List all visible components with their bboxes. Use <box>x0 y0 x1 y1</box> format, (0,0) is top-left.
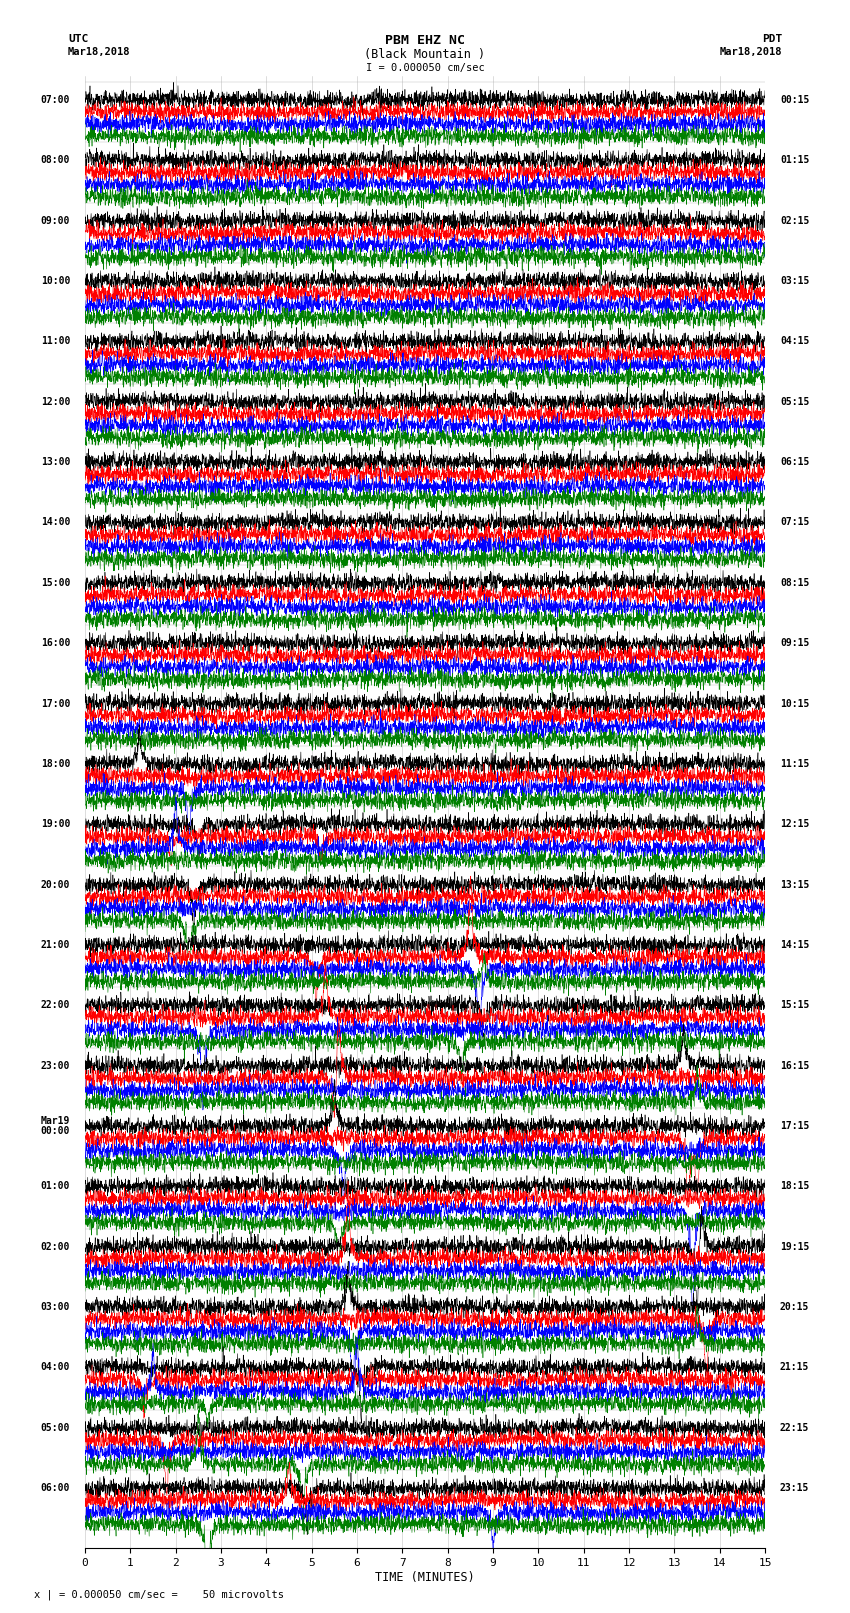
Text: 20:00: 20:00 <box>41 879 70 890</box>
Text: 17:00: 17:00 <box>41 698 70 708</box>
Text: 23:00: 23:00 <box>41 1061 70 1071</box>
Text: (Black Mountain ): (Black Mountain ) <box>365 48 485 61</box>
Text: 18:00: 18:00 <box>41 758 70 769</box>
Text: 07:00: 07:00 <box>41 95 70 105</box>
Text: 07:15: 07:15 <box>780 518 809 527</box>
Text: 01:00: 01:00 <box>41 1181 70 1192</box>
Text: 03:15: 03:15 <box>780 276 809 286</box>
Text: 03:00: 03:00 <box>41 1302 70 1311</box>
Text: 04:00: 04:00 <box>41 1363 70 1373</box>
Text: 09:00: 09:00 <box>41 216 70 226</box>
Text: 10:15: 10:15 <box>780 698 809 708</box>
Text: 19:00: 19:00 <box>41 819 70 829</box>
Text: 16:00: 16:00 <box>41 639 70 648</box>
Text: 23:15: 23:15 <box>780 1482 809 1494</box>
Text: Mar19
00:00: Mar19 00:00 <box>41 1116 70 1137</box>
Text: 22:15: 22:15 <box>780 1423 809 1432</box>
Text: 04:15: 04:15 <box>780 337 809 347</box>
X-axis label: TIME (MINUTES): TIME (MINUTES) <box>375 1571 475 1584</box>
Text: 21:00: 21:00 <box>41 940 70 950</box>
Text: Mar18,2018: Mar18,2018 <box>68 47 131 56</box>
Text: 19:15: 19:15 <box>780 1242 809 1252</box>
Text: PBM EHZ NC: PBM EHZ NC <box>385 34 465 47</box>
Text: 02:00: 02:00 <box>41 1242 70 1252</box>
Text: 06:15: 06:15 <box>780 456 809 468</box>
Text: 20:15: 20:15 <box>780 1302 809 1311</box>
Text: 02:15: 02:15 <box>780 216 809 226</box>
Text: 16:15: 16:15 <box>780 1061 809 1071</box>
Text: 14:00: 14:00 <box>41 518 70 527</box>
Text: PDT: PDT <box>762 34 782 44</box>
Text: 15:15: 15:15 <box>780 1000 809 1010</box>
Text: 18:15: 18:15 <box>780 1181 809 1192</box>
Text: 12:00: 12:00 <box>41 397 70 406</box>
Text: 05:15: 05:15 <box>780 397 809 406</box>
Text: 00:15: 00:15 <box>780 95 809 105</box>
Text: I = 0.000050 cm/sec: I = 0.000050 cm/sec <box>366 63 484 73</box>
Text: 13:15: 13:15 <box>780 879 809 890</box>
Text: 13:00: 13:00 <box>41 456 70 468</box>
Text: 14:15: 14:15 <box>780 940 809 950</box>
Text: Mar18,2018: Mar18,2018 <box>719 47 782 56</box>
Text: 05:00: 05:00 <box>41 1423 70 1432</box>
Text: 01:15: 01:15 <box>780 155 809 165</box>
Text: 22:00: 22:00 <box>41 1000 70 1010</box>
Text: 17:15: 17:15 <box>780 1121 809 1131</box>
Text: 08:15: 08:15 <box>780 577 809 587</box>
Text: 06:00: 06:00 <box>41 1482 70 1494</box>
Text: 11:15: 11:15 <box>780 758 809 769</box>
Text: 10:00: 10:00 <box>41 276 70 286</box>
Text: UTC: UTC <box>68 34 88 44</box>
Text: 15:00: 15:00 <box>41 577 70 587</box>
Text: 11:00: 11:00 <box>41 337 70 347</box>
Text: 21:15: 21:15 <box>780 1363 809 1373</box>
Text: 08:00: 08:00 <box>41 155 70 165</box>
Text: x | = 0.000050 cm/sec =    50 microvolts: x | = 0.000050 cm/sec = 50 microvolts <box>34 1589 284 1600</box>
Text: 09:15: 09:15 <box>780 639 809 648</box>
Text: 12:15: 12:15 <box>780 819 809 829</box>
